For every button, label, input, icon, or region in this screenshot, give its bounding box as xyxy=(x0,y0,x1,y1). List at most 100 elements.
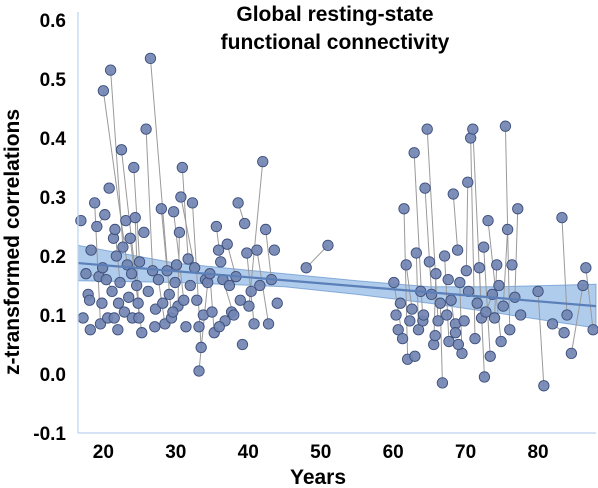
data-point xyxy=(425,288,438,300)
data-point xyxy=(471,297,483,309)
data-point xyxy=(469,332,481,345)
data-point xyxy=(133,256,146,268)
data-point xyxy=(89,197,101,209)
data-point xyxy=(83,294,96,306)
data-point xyxy=(96,297,108,309)
data-point xyxy=(478,241,490,253)
data-point xyxy=(506,259,518,271)
data-point xyxy=(394,297,407,309)
connector-line xyxy=(424,188,433,295)
x-tick-label: 60 xyxy=(383,442,404,463)
data-point xyxy=(120,214,132,227)
data-point xyxy=(445,294,457,306)
y-tick-label: -0.1 xyxy=(33,424,66,445)
data-point xyxy=(248,318,260,330)
data-point xyxy=(565,347,578,359)
data-point xyxy=(482,214,494,227)
connector-line xyxy=(483,247,491,357)
data-point xyxy=(561,309,573,321)
data-point xyxy=(186,197,199,209)
data-point xyxy=(75,214,87,227)
data-point xyxy=(251,244,263,256)
data-point xyxy=(447,188,459,200)
data-point xyxy=(223,279,236,292)
data-point xyxy=(458,315,470,327)
data-point xyxy=(131,279,143,292)
data-point xyxy=(493,279,505,292)
data-point xyxy=(241,247,253,259)
connector-line xyxy=(181,167,189,259)
data-point xyxy=(149,321,161,333)
data-point xyxy=(577,279,589,292)
data-point xyxy=(442,273,454,286)
data-point xyxy=(497,300,509,312)
data-point xyxy=(473,262,486,274)
data-point xyxy=(184,279,196,292)
data-point xyxy=(210,220,223,233)
data-point xyxy=(104,64,117,76)
data-point xyxy=(118,306,131,318)
data-point xyxy=(176,161,188,174)
data-point xyxy=(152,273,165,286)
data-point xyxy=(106,285,118,298)
data-point xyxy=(125,268,138,280)
chart-title-line-2: functional connectivity xyxy=(221,31,450,54)
data-point xyxy=(404,315,416,327)
data-point xyxy=(504,324,516,336)
data-point xyxy=(97,85,110,97)
data-point xyxy=(257,155,269,168)
data-point xyxy=(144,52,157,64)
data-point xyxy=(434,297,446,309)
data-point xyxy=(182,253,194,265)
data-point xyxy=(495,335,507,348)
chart-title-line-1: Global resting-state xyxy=(236,3,433,26)
x-tick-label: 20 xyxy=(93,442,114,463)
tick-labels: 20 30 40 50 60 70 80 -0.1 0.0 0.1 0.2 0.3 0.4 0.5 0.6 xyxy=(33,11,548,463)
data-point xyxy=(178,294,190,306)
data-point xyxy=(491,259,503,271)
data-point xyxy=(234,294,246,306)
connector-line xyxy=(102,90,128,265)
data-point xyxy=(175,191,187,203)
x-axis-title: Years xyxy=(290,466,346,488)
data-point xyxy=(478,371,491,383)
data-point xyxy=(140,123,152,135)
data-point xyxy=(157,297,169,309)
y-tick-label: 0.4 xyxy=(40,129,67,150)
data-point xyxy=(501,223,514,236)
data-point xyxy=(193,365,205,377)
data-point xyxy=(451,244,464,256)
data-point xyxy=(238,217,251,230)
data-point xyxy=(163,288,175,300)
data-point xyxy=(245,285,257,298)
data-point xyxy=(558,327,570,339)
axes xyxy=(77,12,596,434)
data-point xyxy=(195,341,207,354)
data-point xyxy=(462,176,474,188)
data-point xyxy=(191,294,203,306)
data-point xyxy=(142,285,154,298)
data-point xyxy=(429,329,441,342)
data-point xyxy=(112,297,125,309)
data-point xyxy=(546,318,559,330)
connector-line xyxy=(403,208,409,360)
data-point xyxy=(213,321,225,333)
connector-line xyxy=(561,217,568,316)
data-point xyxy=(430,268,442,280)
data-point xyxy=(580,262,592,274)
data-point xyxy=(109,223,121,236)
connector-line xyxy=(248,161,264,307)
data-point xyxy=(538,380,550,392)
data-point xyxy=(484,350,496,362)
connector-line xyxy=(570,285,584,354)
data-point xyxy=(133,312,145,324)
data-point xyxy=(108,312,120,324)
fit-line xyxy=(77,261,597,308)
connector-line xyxy=(160,208,168,271)
x-tick-label: 50 xyxy=(310,442,331,463)
data-point xyxy=(587,324,598,336)
y-tick-label: 0.2 xyxy=(40,247,66,268)
data-point xyxy=(155,203,167,215)
data-point xyxy=(392,324,404,336)
data-point xyxy=(515,309,527,321)
